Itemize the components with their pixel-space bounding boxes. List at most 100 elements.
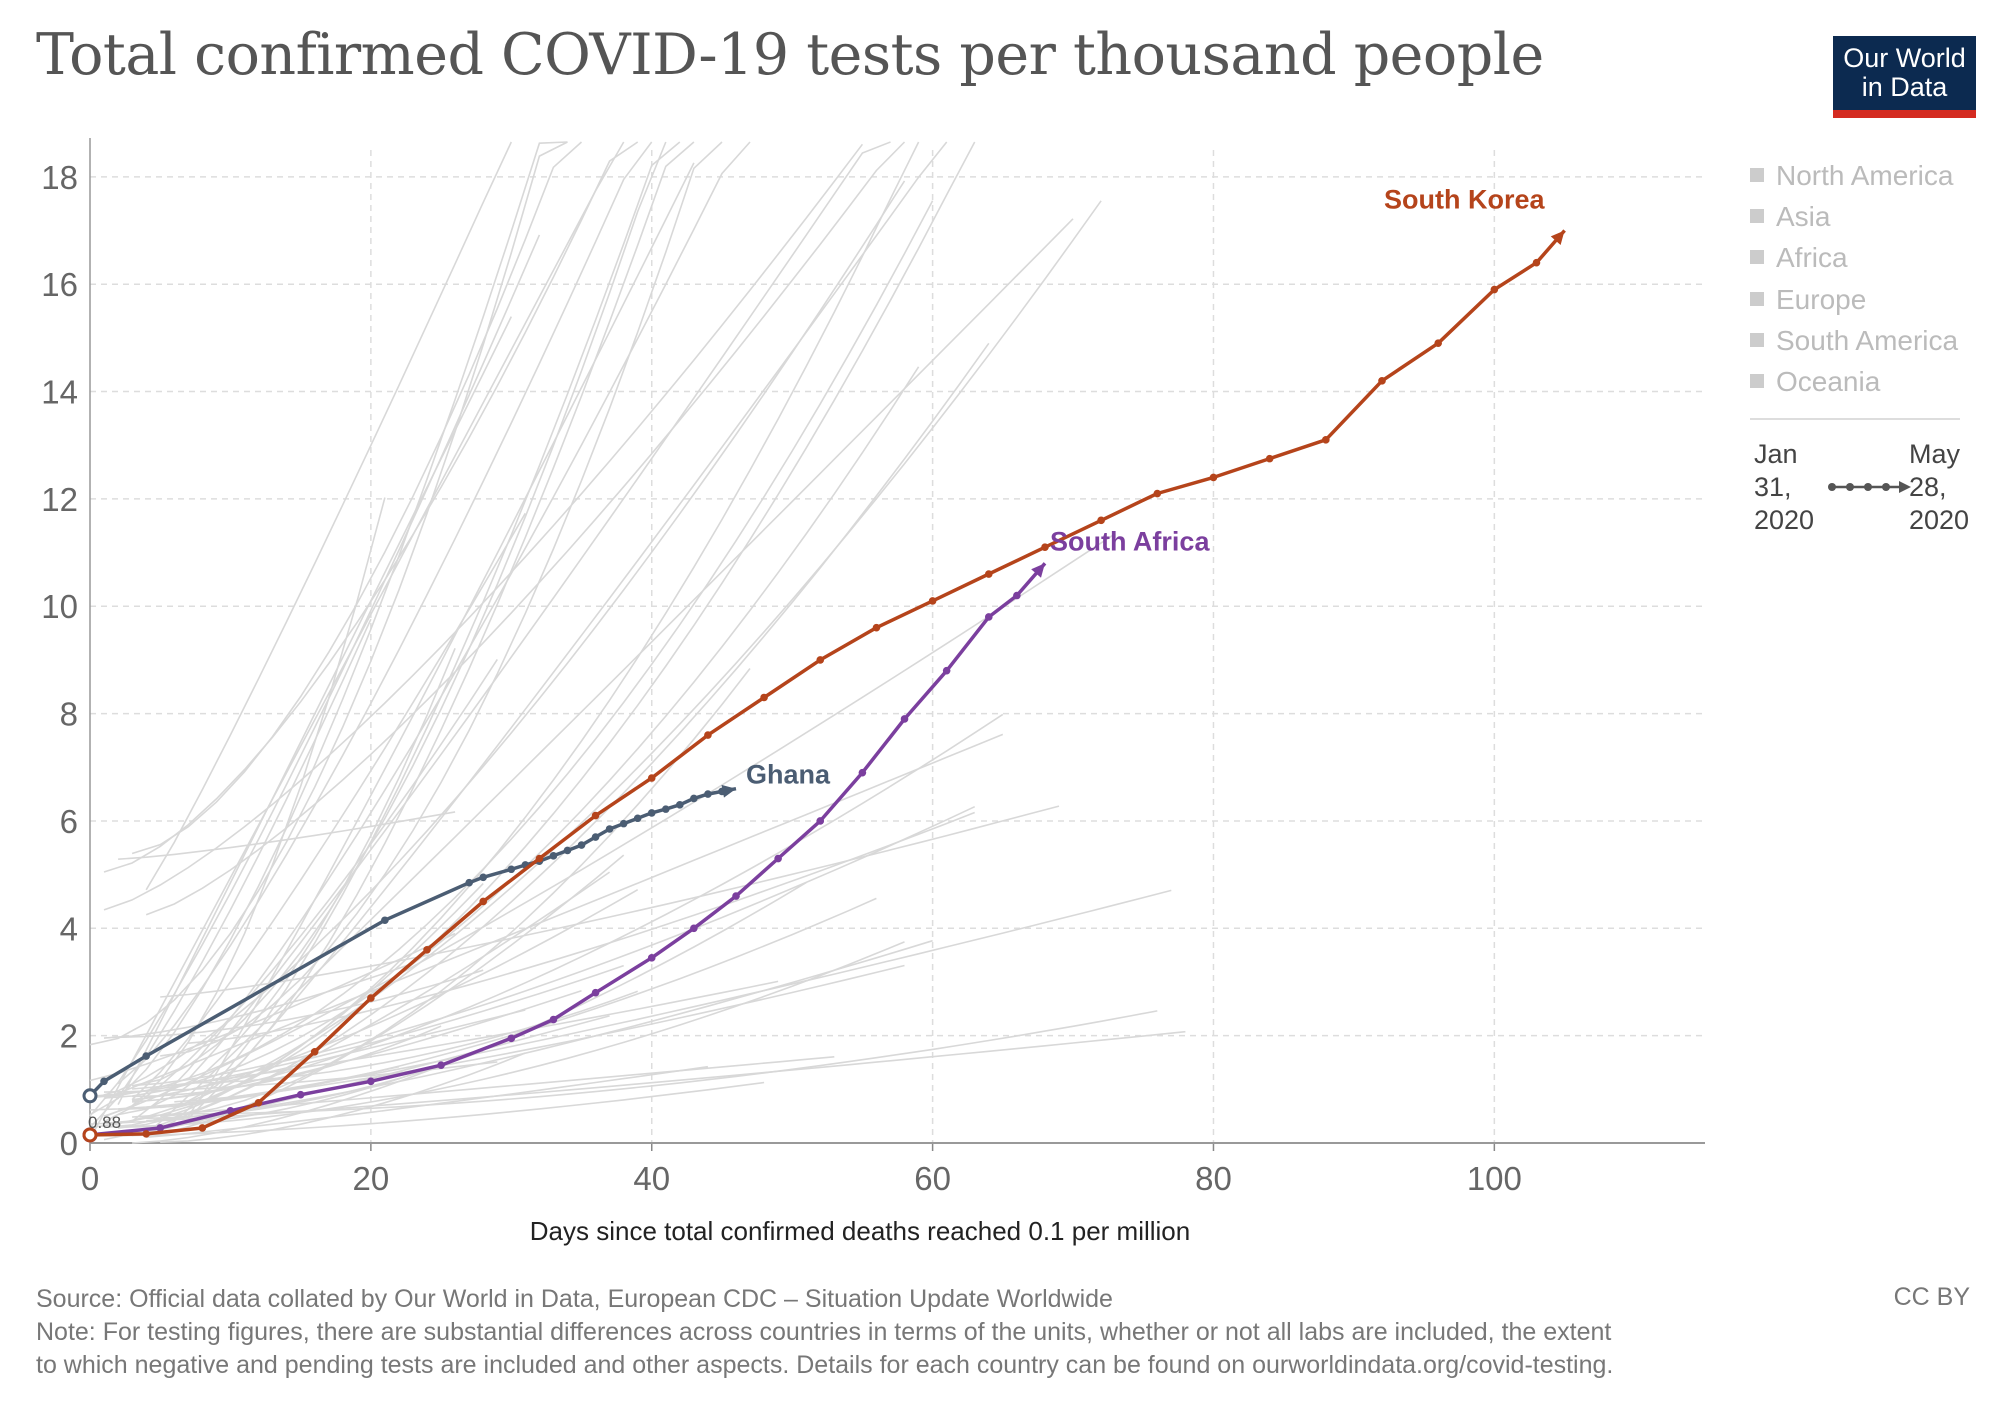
x-tick-label: 60 <box>914 1160 951 1197</box>
background-country-line <box>89 200 1102 1129</box>
data-point-south-korea <box>928 597 937 605</box>
x-tick-label: 40 <box>633 1160 670 1197</box>
legend-item-oceania[interactable]: Oceania <box>1750 366 1880 398</box>
data-point-south-africa <box>156 1124 165 1132</box>
data-point-ghana <box>142 1052 150 1060</box>
timeline-slider[interactable] <box>1825 472 1915 502</box>
legend-swatch <box>1750 167 1764 182</box>
arrowhead-ghana <box>721 784 736 798</box>
background-country-line <box>146 939 933 1122</box>
series-label-south-korea: South Korea <box>1384 185 1545 215</box>
series-line-south-korea <box>89 229 1566 1137</box>
background-country-line <box>187 162 695 1117</box>
data-point-south-korea <box>142 1130 150 1138</box>
license-text: CC BY <box>1893 1283 1970 1311</box>
data-point-south-korea <box>254 1098 263 1107</box>
data-point-south-korea <box>367 994 375 1002</box>
y-tick-label: 8 <box>60 696 78 733</box>
data-point-south-africa <box>900 715 909 723</box>
data-point-south-korea <box>591 811 600 820</box>
highlighted-series <box>82 229 1566 1143</box>
data-point-south-korea <box>1434 339 1442 348</box>
legend-swatch <box>1750 249 1764 264</box>
background-country-line <box>103 733 1004 1100</box>
series-label-south-africa: South Africa <box>1050 526 1210 556</box>
footer-notes: Source: Official data collated by Our Wo… <box>36 1283 1613 1382</box>
background-country-line <box>132 805 976 1087</box>
data-point-ghana <box>661 805 670 813</box>
background-country-line <box>145 141 513 891</box>
x-tick-label: 20 <box>353 1160 390 1197</box>
legend-item-north-america[interactable]: North America <box>1750 160 1953 192</box>
y-tick-label: 14 <box>41 374 78 411</box>
data-point-south-korea <box>479 897 488 906</box>
timeline-dot <box>1846 483 1854 491</box>
background-country-line <box>145 141 681 1136</box>
background-country-line <box>89 1081 765 1137</box>
timeline-end-label: May 28, 2020 <box>1909 439 1970 535</box>
data-point-ghana <box>690 794 698 803</box>
background-country-line <box>89 1030 1186 1125</box>
data-point-south-korea <box>1490 285 1499 294</box>
y-tick-label: 2 <box>60 1018 78 1055</box>
data-point-ghana <box>619 819 628 828</box>
y-tick-label: 18 <box>41 159 78 196</box>
data-point-ghana <box>465 878 473 887</box>
background-country-line <box>89 141 625 1140</box>
y-tick-label: 10 <box>41 588 78 625</box>
background-country-line <box>131 141 583 855</box>
background-country-line <box>187 141 948 1119</box>
data-point-south-korea <box>1532 258 1541 267</box>
data-point-south-africa <box>437 1061 445 1069</box>
background-country-line <box>146 1065 709 1138</box>
timeline-start-label: Jan 31, 2020 <box>1754 439 1815 535</box>
start-value-label: 0.88 <box>88 1113 121 1132</box>
background-country-line <box>103 141 920 1129</box>
timeline-handle-end <box>1899 481 1911 493</box>
legend-item-asia[interactable]: Asia <box>1750 201 1830 233</box>
legend-item-africa[interactable]: Africa <box>1750 242 1848 274</box>
data-point-ghana <box>676 801 684 809</box>
series-line-south-africa <box>89 562 1047 1137</box>
background-country-line <box>187 141 891 1080</box>
legend-item-south-america[interactable]: South America <box>1750 325 1958 357</box>
x-tick-label: 0 <box>81 1160 99 1197</box>
background-country-line <box>89 618 372 1129</box>
data-point-ghana <box>479 873 488 882</box>
background-country-line <box>188 990 638 1084</box>
x-axis-label: Days since total confirmed deaths reache… <box>529 1216 1191 1246</box>
background-country-line <box>160 805 1060 998</box>
background-country-line <box>103 533 1116 1117</box>
data-point-ghana <box>633 814 642 823</box>
background-country-line <box>103 143 864 911</box>
note-line-2: to which negative and pending tests are … <box>36 1351 1614 1379</box>
data-point-south-africa <box>549 1015 558 1024</box>
legend-label: North America <box>1776 160 1954 191</box>
owid-logo[interactable]: Our World in Data <box>1833 36 1976 118</box>
legend-item-europe[interactable]: Europe <box>1750 284 1866 316</box>
chart-title: Total confirmed COVID-19 tests per thous… <box>36 22 1544 88</box>
data-point-south-africa <box>732 892 740 900</box>
x-tick-label: 80 <box>1195 1160 1232 1197</box>
background-country-line <box>160 1052 526 1143</box>
background-country-line <box>118 811 456 860</box>
data-point-ghana <box>605 825 614 833</box>
data-point-south-africa <box>942 666 951 675</box>
background-country-line <box>89 964 624 1098</box>
background-country-line <box>118 897 877 1111</box>
background-country-line <box>145 141 906 916</box>
background-country-line <box>89 141 568 1116</box>
background-country-line <box>103 658 498 1123</box>
logo-line-2: in Data <box>1861 72 1948 102</box>
series-labels: Ghana South Africa South Korea 0.88 <box>88 185 1546 1132</box>
logo-line-1: Our World <box>1843 43 1966 73</box>
data-point-south-africa <box>774 854 782 863</box>
data-point-south-korea <box>760 693 768 702</box>
timeline-dot <box>1882 483 1890 491</box>
legend-swatch <box>1750 291 1764 306</box>
data-point-south-korea <box>704 731 712 739</box>
data-point-south-korea <box>647 774 656 782</box>
legend-label: South America <box>1776 325 1959 356</box>
legend-swatch <box>1750 373 1764 388</box>
data-point-south-africa <box>816 817 825 825</box>
